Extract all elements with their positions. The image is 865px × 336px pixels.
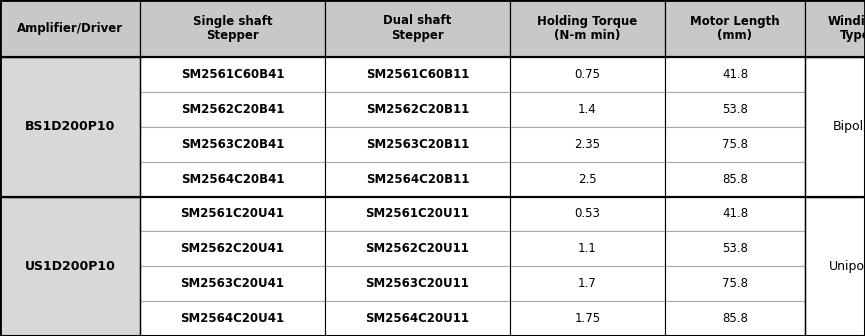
Bar [140,232,325,266]
Bar [325,0,510,57]
Text: Unipolar: Unipolar [829,260,865,273]
Bar [140,57,325,92]
Text: BS1D200P10: BS1D200P10 [25,120,115,133]
Text: SM2561C20U41: SM2561C20U41 [181,207,285,220]
Bar [0,197,140,336]
Text: 0.53: 0.53 [574,207,600,220]
Bar [665,301,805,336]
Bar [325,57,510,92]
Text: 41.8: 41.8 [722,68,748,81]
Bar [665,0,805,57]
Text: 2.5: 2.5 [578,173,597,185]
Bar [805,0,865,57]
Bar [665,57,805,92]
Text: 1.75: 1.75 [574,312,600,325]
Text: 85.8: 85.8 [722,312,748,325]
Text: Bipolar: Bipolar [833,120,865,133]
Bar [140,197,325,232]
Bar [325,127,510,162]
Bar [665,92,805,127]
Text: SM2562C20U11: SM2562C20U11 [366,242,470,255]
Bar [805,57,865,197]
Bar [0,0,140,57]
Text: Single shaft
Stepper: Single shaft Stepper [193,14,272,42]
Bar [510,57,665,92]
Bar [510,92,665,127]
Bar [805,197,865,336]
Bar [140,301,325,336]
Bar [665,197,805,232]
Bar [510,197,665,232]
Text: SM2563C20U11: SM2563C20U11 [366,277,470,290]
Text: SM2562C20B11: SM2562C20B11 [366,103,469,116]
Bar [140,162,325,197]
Bar [665,127,805,162]
Bar [0,57,140,197]
Bar [325,301,510,336]
Bar [325,197,510,232]
Text: SM2564C20B41: SM2564C20B41 [181,173,285,185]
Text: SM2562C20U41: SM2562C20U41 [181,242,285,255]
Text: 1.4: 1.4 [578,103,597,116]
Text: 1.7: 1.7 [578,277,597,290]
Text: SM2561C20U11: SM2561C20U11 [366,207,470,220]
Text: Winding
Type: Winding Type [828,14,865,42]
Bar [510,301,665,336]
Text: 75.8: 75.8 [722,277,748,290]
Text: 41.8: 41.8 [722,207,748,220]
Text: 53.8: 53.8 [722,103,748,116]
Text: SM2563C20B41: SM2563C20B41 [181,138,285,151]
Text: Dual shaft
Stepper: Dual shaft Stepper [383,14,452,42]
Bar [0,197,865,336]
Text: 2.35: 2.35 [574,138,600,151]
Bar [140,92,325,127]
Text: Amplifier/Driver: Amplifier/Driver [17,22,123,35]
Text: Holding Torque
(N-m min): Holding Torque (N-m min) [537,14,638,42]
Bar [140,266,325,301]
Bar [325,162,510,197]
Text: 53.8: 53.8 [722,242,748,255]
Bar [140,127,325,162]
Bar [140,0,325,57]
Bar [325,266,510,301]
Bar [510,266,665,301]
Text: SM2564C20B11: SM2564C20B11 [366,173,469,185]
Text: SM2563C20U41: SM2563C20U41 [181,277,285,290]
Text: SM2564C20U41: SM2564C20U41 [181,312,285,325]
Bar [510,127,665,162]
Text: US1D200P10: US1D200P10 [24,260,115,273]
Text: 1.1: 1.1 [578,242,597,255]
Text: Motor Length
(mm): Motor Length (mm) [690,14,780,42]
Text: SM2561C60B41: SM2561C60B41 [181,68,285,81]
Text: SM2561C60B11: SM2561C60B11 [366,68,469,81]
Bar [325,92,510,127]
Text: 85.8: 85.8 [722,173,748,185]
Bar [0,57,865,197]
Bar [510,0,665,57]
Bar [510,162,665,197]
Bar [665,266,805,301]
Bar [510,232,665,266]
Text: 75.8: 75.8 [722,138,748,151]
Text: SM2564C20U11: SM2564C20U11 [366,312,470,325]
Bar [325,232,510,266]
Text: SM2562C20B41: SM2562C20B41 [181,103,285,116]
Bar [665,232,805,266]
Bar [665,162,805,197]
Text: 0.75: 0.75 [574,68,600,81]
Text: SM2563C20B11: SM2563C20B11 [366,138,469,151]
